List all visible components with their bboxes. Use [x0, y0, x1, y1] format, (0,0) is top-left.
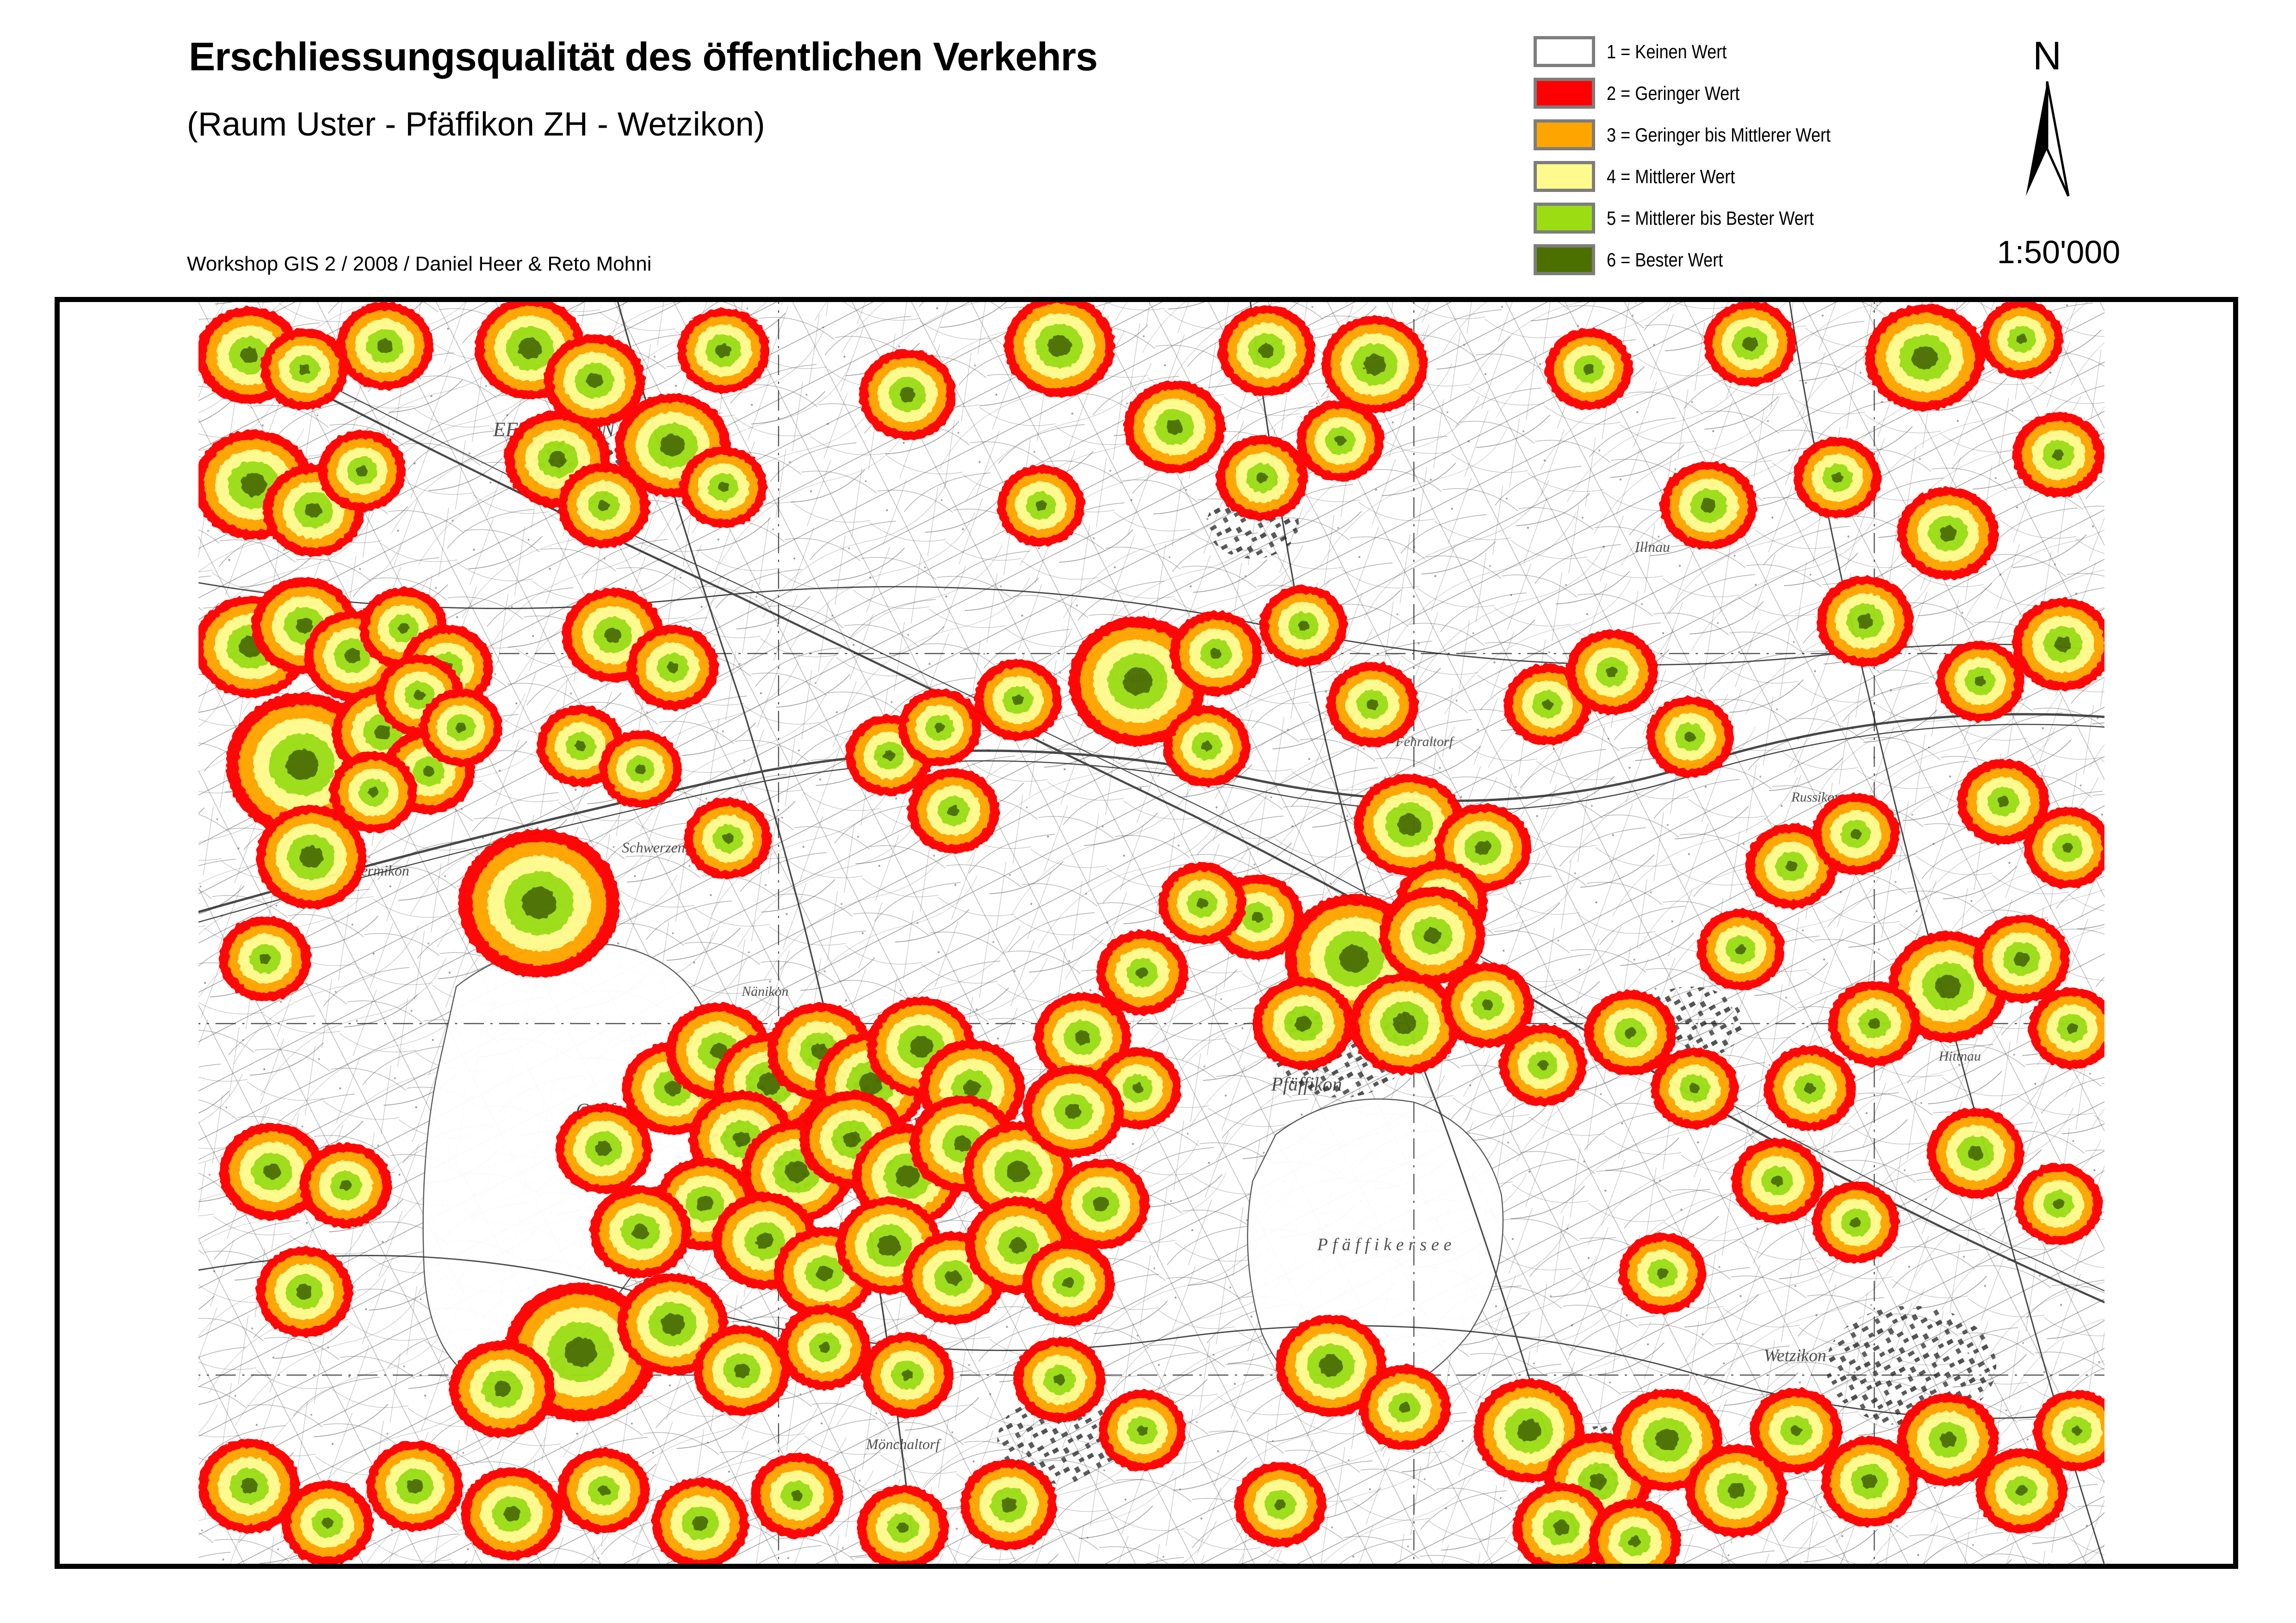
basemap-label: Fehraltorf	[1395, 734, 1454, 749]
legend-swatch-2	[1534, 78, 1595, 109]
legend-label-3: 3 = Geringer bis Mittlerer Wert	[1607, 123, 1831, 146]
legend-swatch-3	[1534, 119, 1595, 150]
legend-label-6: 6 = Bester Wert	[1607, 248, 1723, 271]
basemap-label: Mönchaltorf	[866, 1436, 941, 1452]
basemap-label: Nänikon	[741, 984, 788, 999]
map-legend: 1 = Keinen Wert 2 = Geringer Wert 3 = Ge…	[1534, 36, 1918, 286]
legend-item: 4 = Mittlerer Wert	[1534, 161, 1918, 192]
basemap-label: Illnau	[1634, 539, 1670, 555]
accessibility-overlay	[198, 302, 2104, 1564]
basemap-label: Wetzikon	[1764, 1346, 1826, 1365]
legend-label-1: 1 = Keinen Wert	[1607, 40, 1727, 62]
basemap-label: Pfäffikersee	[1317, 1235, 1456, 1254]
legend-swatch-1	[1534, 36, 1595, 67]
page-title: Erschliessungsqualität des öffentlichen …	[189, 35, 1098, 79]
legend-swatch-5	[1534, 203, 1595, 234]
map-frame[interactable]: EFFRETIKON USTER Greifensee Pfäffikon Pf…	[55, 297, 2238, 1569]
page-subtitle: (Raum Uster - Pfäffikon ZH - Wetzikon)	[187, 106, 765, 143]
legend-item: 3 = Geringer bis Mittlerer Wert	[1534, 119, 1918, 150]
north-arrow-group: N	[1978, 36, 2117, 199]
legend-swatch-6	[1534, 244, 1595, 275]
map-raster[interactable]: EFFRETIKON USTER Greifensee Pfäffikon Pf…	[198, 302, 2104, 1564]
legend-item: 5 = Mittlerer bis Bester Wert	[1534, 203, 1918, 234]
map-canvas[interactable]: EFFRETIKON USTER Greifensee Pfäffikon Pf…	[198, 302, 2104, 1564]
north-label: N	[2032, 34, 2062, 78]
credit-line: Workshop GIS 2 / 2008 / Daniel Heer & Re…	[187, 253, 652, 275]
north-arrow-icon	[2026, 81, 2070, 197]
scale-label: 1:50'000	[1997, 234, 2121, 270]
legend-label-2: 2 = Geringer Wert	[1607, 82, 1740, 104]
legend-label-5: 5 = Mittlerer bis Bester Wert	[1607, 207, 1814, 229]
basemap-label: Hittnau	[1938, 1049, 1981, 1064]
legend-swatch-4	[1534, 161, 1595, 192]
legend-item: 2 = Geringer Wert	[1534, 78, 1918, 109]
legend-item: 6 = Bester Wert	[1534, 244, 1918, 275]
basemap-label: Pfäffikon	[1271, 1074, 1342, 1095]
legend-label-4: 4 = Mittlerer Wert	[1607, 165, 1735, 187]
legend-item: 1 = Keinen Wert	[1534, 36, 1918, 67]
